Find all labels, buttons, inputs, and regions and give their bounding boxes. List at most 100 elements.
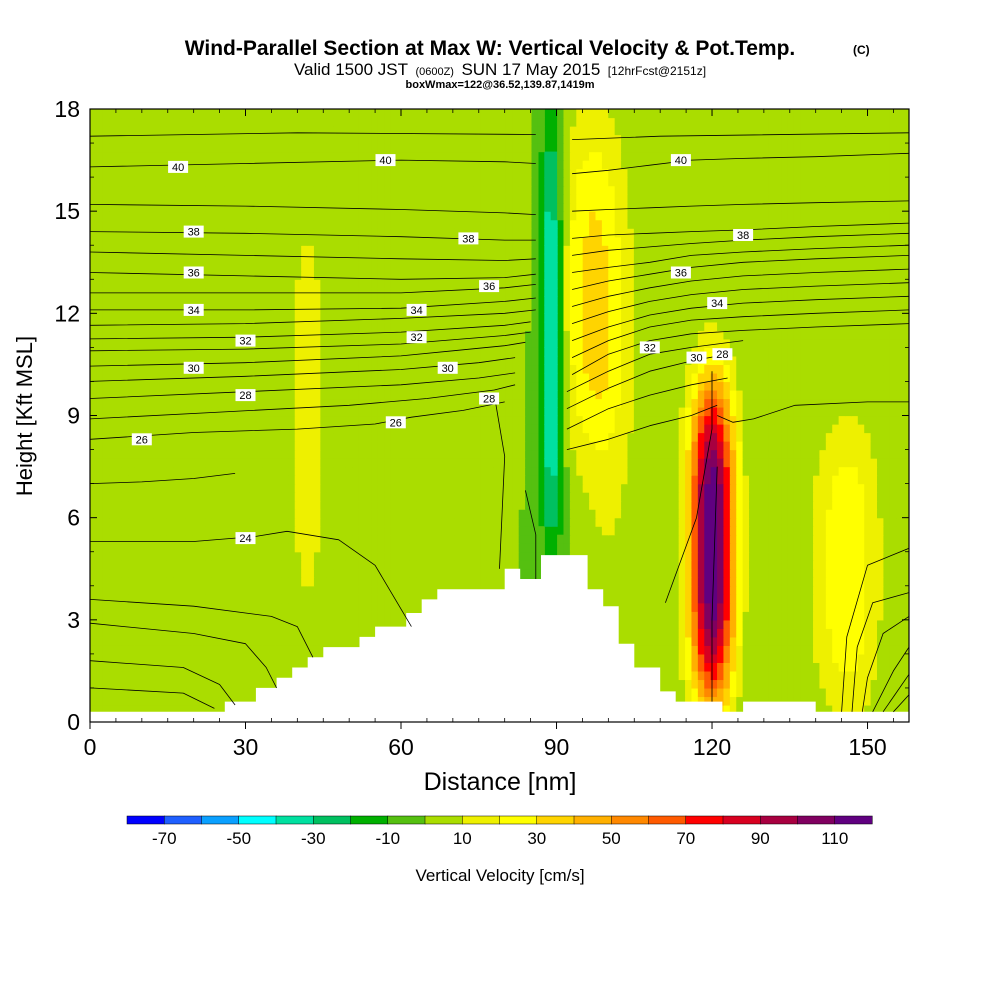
velocity-cell [736, 670, 744, 681]
velocity-cell [691, 492, 699, 502]
velocity-cell [192, 500, 200, 510]
velocity-cell [409, 389, 417, 400]
velocity-cell [147, 483, 155, 493]
velocity-cell [678, 534, 686, 544]
velocity-cell [128, 577, 136, 587]
velocity-cell [896, 449, 904, 459]
velocity-cell [416, 526, 424, 536]
velocity-cell [467, 534, 475, 544]
velocity-cell [883, 466, 891, 476]
velocity-cell [230, 415, 238, 425]
velocity-cell [857, 594, 865, 604]
velocity-cell [467, 517, 475, 527]
velocity-cell [198, 560, 206, 570]
velocity-cell [755, 585, 763, 595]
velocity-cell [249, 415, 257, 425]
velocity-cell [384, 424, 392, 434]
velocity-cell [339, 381, 347, 391]
velocity-cell [512, 415, 520, 425]
velocity-cell [294, 534, 302, 544]
velocity-cell [838, 679, 846, 689]
velocity-cell [851, 568, 859, 578]
velocity-cell [505, 543, 513, 553]
velocity-cell [640, 543, 648, 553]
velocity-cell [896, 670, 904, 681]
velocity-cell [237, 406, 245, 417]
velocity-cell [499, 458, 507, 468]
velocity-cell [288, 458, 296, 468]
velocity-cell [806, 628, 814, 638]
velocity-cell [678, 602, 686, 612]
velocity-cell [832, 483, 840, 493]
velocity-cell [109, 483, 117, 493]
velocity-cell [902, 653, 909, 663]
velocity-cell [819, 415, 827, 425]
velocity-cell [422, 415, 430, 425]
velocity-cell [269, 449, 277, 459]
velocity-cell [717, 509, 725, 519]
velocity-cell [198, 483, 206, 493]
velocity-cell [896, 696, 904, 706]
velocity-cell [608, 517, 616, 527]
velocity-cell [256, 543, 264, 553]
velocity-cell [576, 500, 584, 510]
velocity-cell [723, 679, 731, 689]
velocity-cell [345, 551, 353, 561]
velocity-cell [198, 526, 206, 536]
velocity-cell [422, 483, 430, 493]
velocity-cell [313, 577, 321, 587]
velocity-cell [480, 483, 488, 493]
velocity-cell [736, 415, 744, 425]
velocity-cell [838, 611, 846, 621]
velocity-cell [352, 526, 360, 536]
velocity-cell [665, 611, 673, 621]
velocity-cell [665, 389, 673, 400]
velocity-cell [243, 466, 251, 476]
velocity-cell [493, 441, 501, 451]
velocity-cell [768, 636, 776, 646]
velocity-cell [205, 389, 213, 400]
velocity-cell [128, 611, 136, 621]
velocity-cell [665, 577, 673, 587]
velocity-cell [889, 509, 897, 519]
velocity-cell [864, 551, 872, 561]
velocity-cell [441, 560, 449, 570]
velocity-cell [717, 526, 725, 536]
velocity-cell [473, 551, 481, 561]
velocity-cell [96, 441, 104, 451]
velocity-cell [761, 687, 769, 698]
velocity-cell [102, 636, 110, 646]
velocity-cell [403, 398, 411, 408]
velocity-cell [109, 543, 117, 553]
velocity-cell [128, 500, 136, 510]
velocity-cell [857, 500, 865, 510]
velocity-cell [781, 424, 789, 434]
velocity-cell [755, 560, 763, 570]
velocity-cell [384, 475, 392, 485]
velocity-cell [230, 475, 238, 485]
velocity-cell [243, 517, 251, 527]
velocity-cell [806, 551, 814, 561]
velocity-cell [230, 509, 238, 519]
velocity-cell [864, 662, 872, 672]
velocity-cell [313, 509, 321, 519]
velocity-cell [365, 389, 373, 400]
velocity-cell [832, 687, 840, 698]
velocity-cell [851, 517, 859, 527]
velocity-cell [774, 594, 782, 604]
velocity-cell [147, 389, 155, 400]
velocity-cell [672, 594, 680, 604]
velocity-cell [723, 662, 731, 672]
velocity-cell [256, 500, 264, 510]
velocity-cell [531, 543, 539, 553]
velocity-cell [877, 670, 885, 681]
velocity-cell [275, 466, 283, 476]
velocity-cell [589, 560, 597, 570]
velocity-cell [768, 679, 776, 689]
velocity-cell [889, 602, 897, 612]
velocity-cell [339, 406, 347, 417]
velocity-cell [877, 458, 885, 468]
velocity-cell [185, 645, 193, 655]
velocity-cell [608, 560, 616, 570]
velocity-cell [889, 636, 897, 646]
